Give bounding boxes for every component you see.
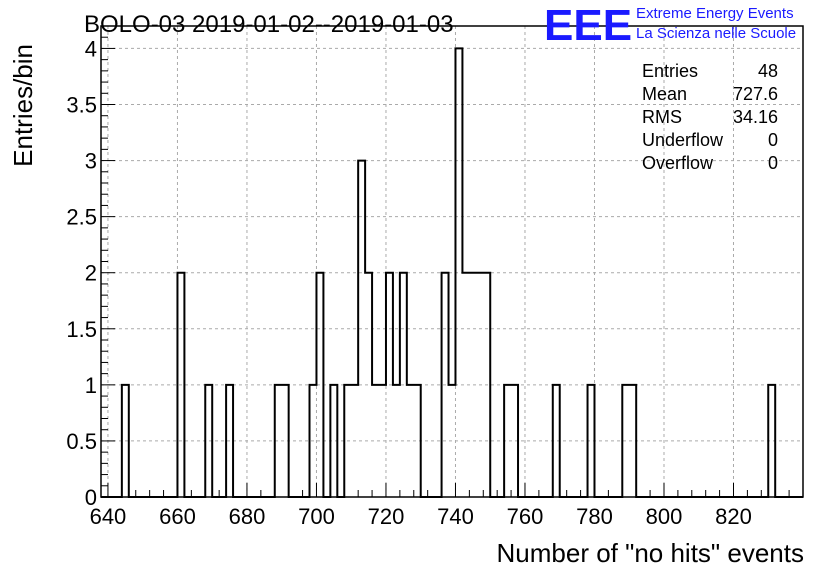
stat-value-mean: 727.6 <box>733 84 778 104</box>
y-tick-label: 2.5 <box>66 205 97 230</box>
x-tick-label: 700 <box>298 504 335 529</box>
stat-label-rms: RMS <box>642 107 682 127</box>
x-tick-label: 800 <box>646 504 683 529</box>
logo-line-2: La Scienza nelle Scuole <box>636 25 796 42</box>
stat-label-overflow: Overflow <box>642 153 714 173</box>
x-tick-label: 680 <box>229 504 266 529</box>
x-tick-label: 760 <box>507 504 544 529</box>
y-tick-label: 3 <box>85 149 97 174</box>
stat-value-rms: 34.16 <box>733 107 778 127</box>
x-tick-label: 740 <box>437 504 474 529</box>
stat-label-mean: Mean <box>642 84 687 104</box>
x-axis-label: Number of "no hits" events <box>497 538 805 568</box>
y-tick-label: 1.5 <box>66 317 97 342</box>
y-tick-label: 1 <box>85 373 97 398</box>
tick-labels: 640 660 680 700 720 740 760 780 800 820 0 0.5 1 1.5 2 2… <box>66 36 751 529</box>
stat-value-underflow: 0 <box>768 130 778 150</box>
x-tick-label: 780 <box>576 504 613 529</box>
y-tick-label: 0.5 <box>66 429 97 454</box>
chart-title: BOLO-03 2019-01-02--2019-01-03 <box>84 11 454 38</box>
axes <box>100 25 804 498</box>
stat-value-entries: 48 <box>758 61 778 81</box>
stat-label-entries: Entries <box>642 61 698 81</box>
y-axis-label: Entries/bin <box>8 44 38 167</box>
x-tick-label: 640 <box>90 504 127 529</box>
x-tick-label: 660 <box>159 504 196 529</box>
logo-mark: EEE <box>544 1 632 50</box>
y-tick-label: 2 <box>85 261 97 286</box>
stat-value-overflow: 0 <box>768 153 778 173</box>
x-tick-label: 820 <box>715 504 752 529</box>
stat-label-underflow: Underflow <box>642 130 724 150</box>
logo-line-1: Extreme Energy Events <box>636 5 794 22</box>
stats-box: Entries 48 Mean 727.6 RMS 34.16 Underflo… <box>642 61 778 173</box>
x-tick-label: 720 <box>368 504 405 529</box>
eee-logo: EEE Extreme Energy Events La Scienza nel… <box>544 1 796 50</box>
y-tick-label: 3.5 <box>66 93 97 118</box>
y-tick-label: 4 <box>85 36 97 61</box>
y-tick-label: 0 <box>85 485 97 510</box>
